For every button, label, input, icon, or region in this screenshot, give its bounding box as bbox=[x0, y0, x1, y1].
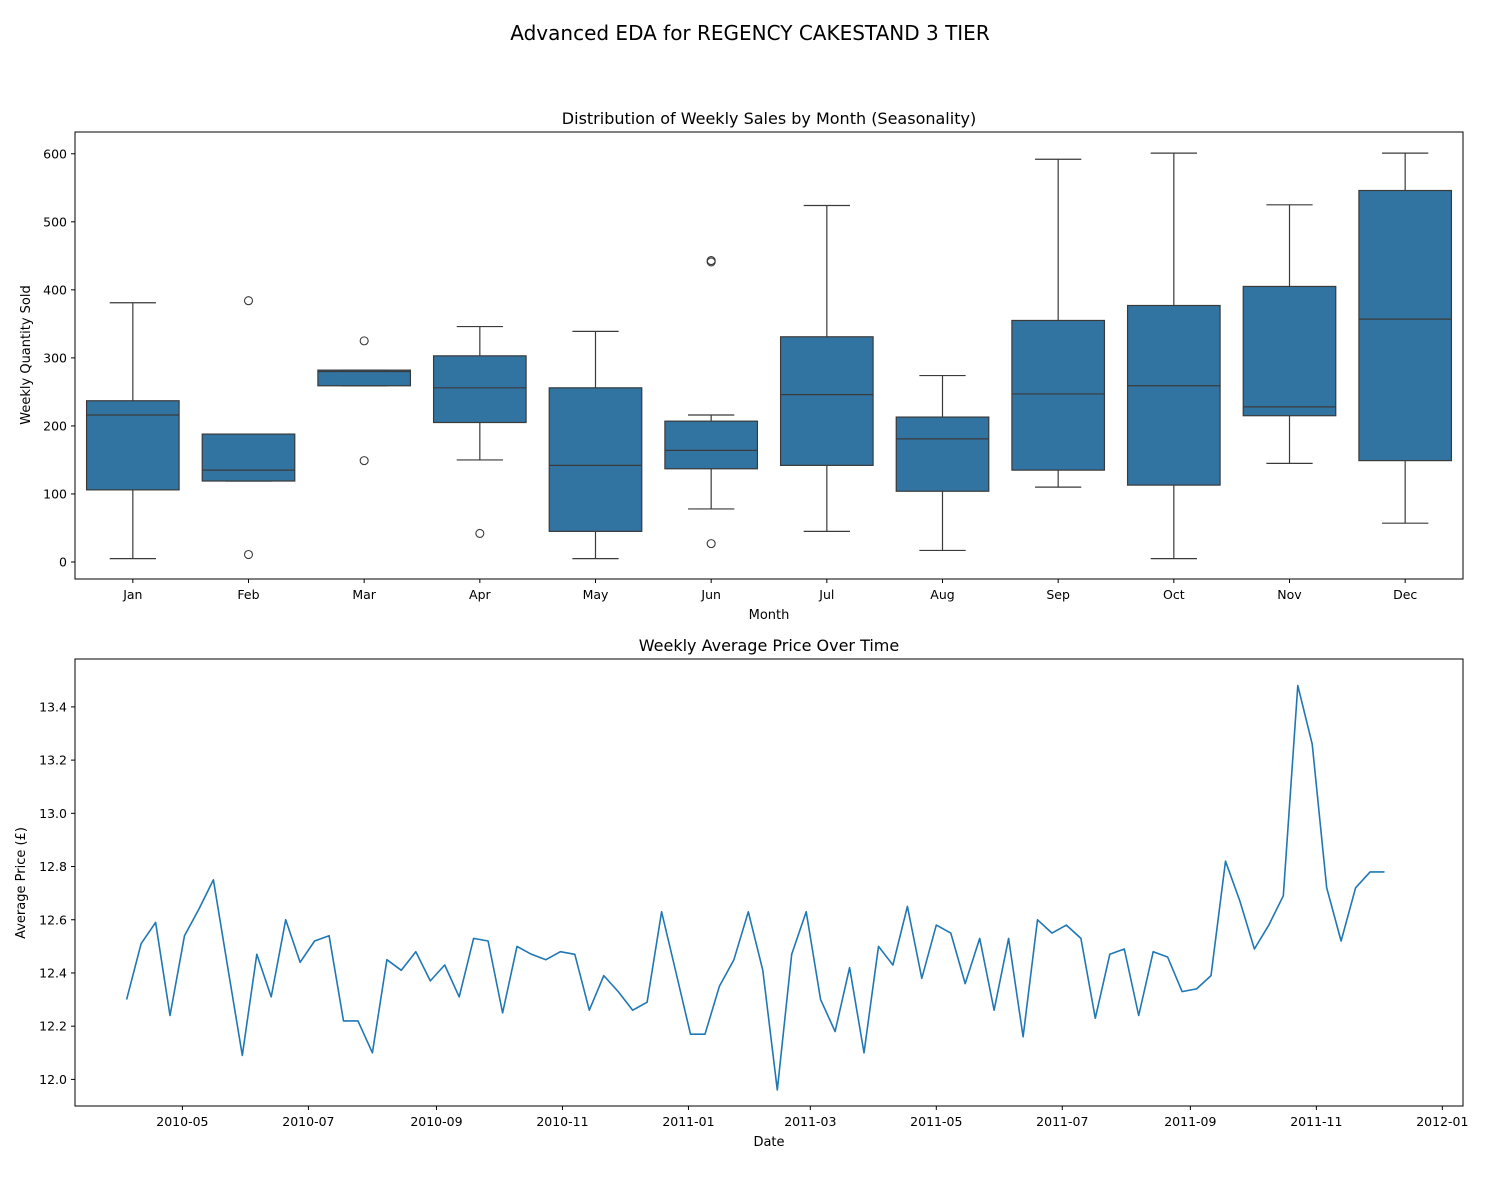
line-chart-x-label: Date bbox=[753, 1135, 784, 1150]
x-tick-label: 2011-03 bbox=[784, 1114, 836, 1129]
box-body bbox=[317, 369, 412, 387]
box-dec bbox=[1358, 152, 1453, 524]
x-tick-label: 2012-01 bbox=[1416, 1114, 1468, 1129]
box-sep bbox=[1011, 158, 1106, 488]
y-tick-label: 13.0 bbox=[39, 806, 67, 821]
box-oct bbox=[1126, 152, 1221, 560]
x-tick-label: 2010-11 bbox=[536, 1114, 588, 1129]
outlier-point bbox=[243, 296, 254, 306]
box-may bbox=[548, 330, 643, 560]
box-jun bbox=[664, 256, 759, 549]
x-tick-label: Oct bbox=[1163, 587, 1185, 602]
outlier-point bbox=[706, 256, 716, 266]
x-tick-label: 2010-09 bbox=[410, 1114, 462, 1129]
box-body bbox=[1242, 285, 1337, 417]
box-plot-x-ticks: Jan Feb Mar Apr May Jun Jul Aug Sep Oct Nov Dec bbox=[122, 579, 1417, 602]
y-tick-label: 300 bbox=[43, 350, 67, 365]
outlier-point bbox=[359, 456, 369, 466]
box-plot-frame bbox=[74, 131, 1464, 580]
y-tick-label: 12.8 bbox=[39, 859, 67, 874]
box-body bbox=[1011, 319, 1106, 471]
line-chart-marks bbox=[125, 684, 1385, 1091]
line-chart-title: Weekly Average Price Over Time bbox=[639, 636, 899, 655]
x-tick-label: 2011-05 bbox=[910, 1114, 962, 1129]
box-plot-marks bbox=[85, 152, 1453, 560]
line-chart-y-label: Average Price (£) bbox=[14, 827, 29, 939]
y-tick-label: 200 bbox=[43, 418, 67, 433]
y-tick-label: 13.2 bbox=[39, 753, 67, 768]
y-tick-label: 12.4 bbox=[39, 965, 67, 980]
x-tick-label: 2011-01 bbox=[662, 1114, 714, 1129]
box-plot-title: Distribution of Weekly Sales by Month (S… bbox=[562, 109, 976, 128]
x-tick-label: Mar bbox=[352, 587, 376, 602]
y-tick-label: 12.2 bbox=[39, 1019, 67, 1034]
box-body bbox=[1358, 189, 1453, 462]
box-plot-y-label: Weekly Quantity Sold bbox=[19, 285, 34, 424]
y-tick-label: 400 bbox=[43, 282, 67, 297]
box-mar bbox=[317, 336, 412, 466]
x-tick-label: 2010-05 bbox=[156, 1114, 208, 1129]
line-chart-y-ticks: 12.0 12.2 12.4 12.6 12.8 13.0 13.2 13.4 bbox=[39, 699, 75, 1087]
x-tick-label: Feb bbox=[237, 587, 259, 602]
x-tick-label: May bbox=[583, 587, 609, 602]
line-chart-panel: Weekly Average Price Over Time 12.012.21… bbox=[14, 636, 1468, 1150]
x-tick-label: Apr bbox=[469, 587, 491, 602]
outlier-point bbox=[706, 539, 716, 549]
outlier-point bbox=[243, 549, 254, 560]
y-tick-label: 0 bbox=[59, 554, 67, 569]
x-tick-label: 2011-07 bbox=[1036, 1114, 1088, 1129]
line-chart-frame bbox=[74, 658, 1464, 1107]
line-chart-x-ticks: 2010-05 2010-07 2010-09 2010-11 2011-01 2011-… bbox=[156, 1106, 1468, 1129]
y-tick-label: 13.4 bbox=[39, 699, 67, 714]
x-tick-label: 2011-11 bbox=[1290, 1114, 1342, 1129]
y-tick-label: 600 bbox=[43, 146, 67, 161]
y-tick-label: 12.6 bbox=[39, 912, 67, 927]
box-body bbox=[85, 400, 180, 491]
box-feb bbox=[201, 296, 296, 560]
box-jul bbox=[779, 204, 874, 532]
x-tick-label: Sep bbox=[1046, 587, 1070, 602]
x-tick-label: Jun bbox=[700, 587, 721, 602]
x-tick-label: 2010-07 bbox=[282, 1114, 334, 1129]
box-plot-panel: Distribution of Weekly Sales by Month (S… bbox=[19, 109, 1464, 623]
box-body bbox=[201, 433, 296, 482]
figure-title: Advanced EDA for REGENCY CAKESTAND 3 TIE… bbox=[510, 21, 990, 45]
box-plot-x-label: Month bbox=[749, 608, 790, 623]
box-body bbox=[779, 336, 874, 466]
x-tick-label: Nov bbox=[1277, 587, 1302, 602]
y-tick-label: 500 bbox=[43, 214, 67, 229]
x-tick-label: Aug bbox=[930, 587, 954, 602]
x-tick-label: Jan bbox=[122, 587, 142, 602]
y-tick-label: 100 bbox=[43, 486, 67, 501]
box-body bbox=[895, 416, 990, 492]
outlier-point bbox=[475, 528, 485, 538]
box-plot-y-ticks: 0 100 200 300 400 500 600 bbox=[43, 146, 75, 569]
outlier-point bbox=[359, 336, 369, 346]
x-tick-label: Jul bbox=[818, 587, 834, 602]
box-body bbox=[1126, 304, 1221, 486]
x-tick-label: 2011-09 bbox=[1164, 1114, 1216, 1129]
y-tick-label: 12.0 bbox=[39, 1072, 67, 1087]
box-body bbox=[432, 355, 527, 424]
box-body bbox=[664, 420, 759, 470]
box-apr bbox=[432, 325, 527, 538]
box-nov bbox=[1242, 204, 1337, 464]
box-aug bbox=[895, 374, 990, 552]
x-tick-label: Dec bbox=[1393, 587, 1417, 602]
price-line bbox=[125, 684, 1385, 1091]
box-jan bbox=[85, 302, 180, 560]
box-body bbox=[548, 387, 643, 532]
